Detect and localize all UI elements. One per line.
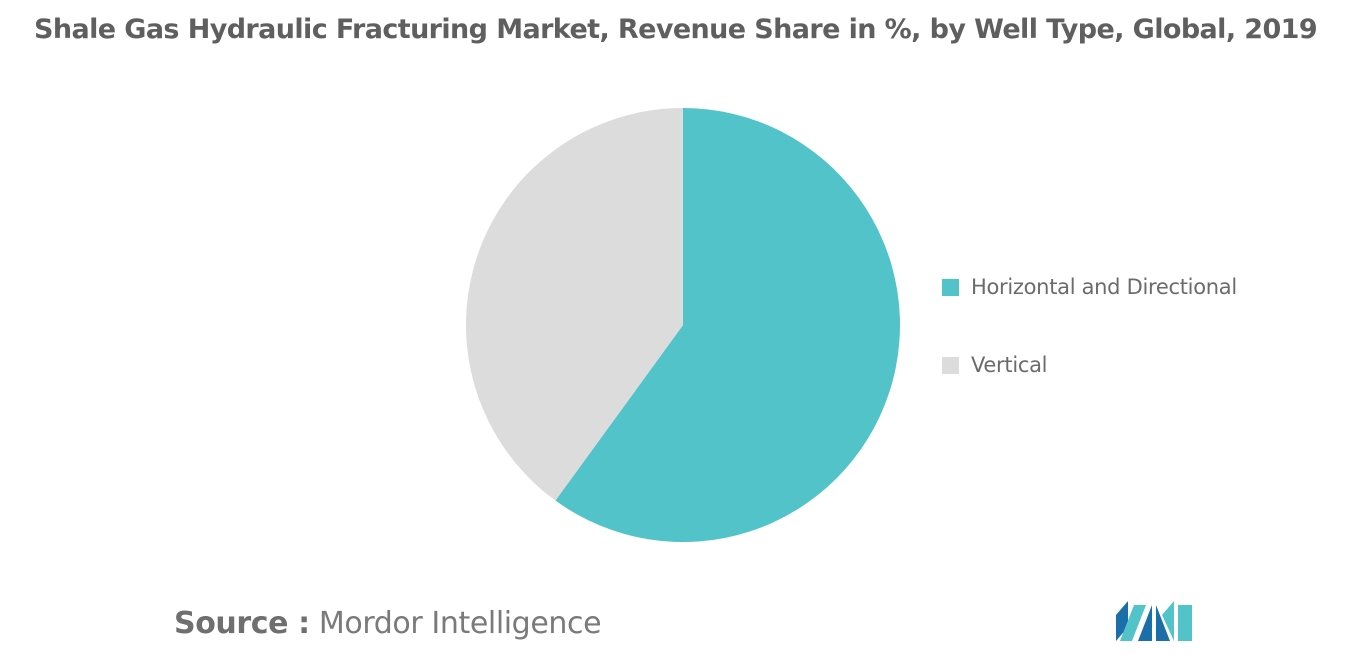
- legend-item-horizontal-directional[interactable]: Horizontal and Directional: [942, 270, 1237, 304]
- source-value: Mordor Intelligence: [309, 606, 602, 641]
- pie-slice-vertical[interactable]: [466, 108, 683, 501]
- pie-slice-horizontal-and-directional[interactable]: [555, 108, 901, 543]
- source-note: Source : Mordor Intelligence: [174, 606, 602, 641]
- mordor-intelligence-logo-icon: [1116, 601, 1192, 641]
- legend-swatch-horizontal-directional: [942, 278, 959, 296]
- legend-item-vertical[interactable]: Vertical: [942, 348, 1237, 382]
- chart-legend: Horizontal and Directional Vertical: [942, 270, 1237, 426]
- legend-swatch-vertical: [942, 356, 959, 374]
- chart-title: Shale Gas Hydraulic Fracturing Market, R…: [34, 14, 1318, 45]
- legend-label-horizontal-directional: Horizontal and Directional: [971, 275, 1237, 299]
- legend-label-vertical: Vertical: [971, 353, 1048, 377]
- source-label: Source :: [174, 606, 310, 641]
